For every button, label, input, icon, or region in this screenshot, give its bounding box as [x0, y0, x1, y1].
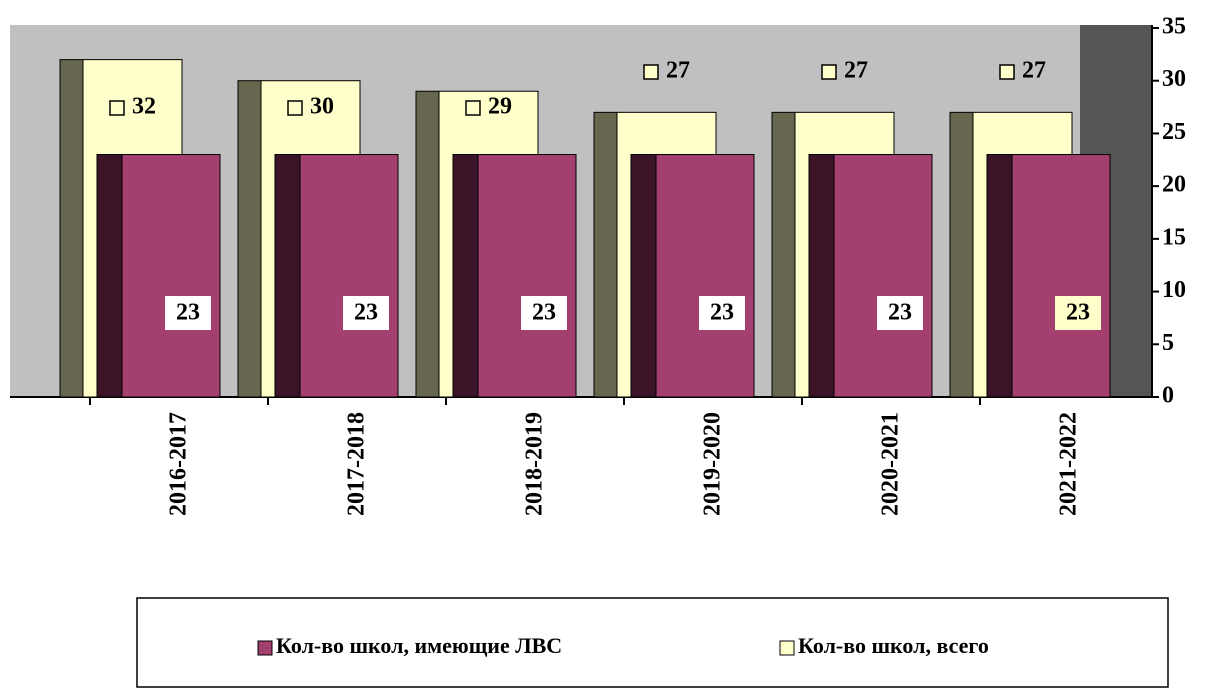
bar-side — [593, 111, 618, 398]
x-tick-label: 2016-2017 — [166, 412, 192, 516]
label-box — [521, 296, 567, 330]
label-key — [821, 64, 837, 80]
y-tick-label: 25 — [1162, 119, 1186, 145]
bar-side — [274, 154, 301, 398]
data-label: 23 — [1066, 300, 1090, 326]
x-tick-label: 2019-2020 — [700, 412, 726, 516]
data-label: 29 — [488, 94, 512, 120]
y-tick-label: 5 — [1162, 330, 1174, 356]
legend-label: Кол-во школ, имеющие ЛВС — [276, 633, 562, 658]
bar-side — [415, 90, 440, 398]
bar-side — [949, 111, 974, 398]
bar-side — [630, 154, 657, 398]
bar-side — [237, 80, 262, 398]
legend-key — [779, 640, 795, 656]
label-box — [877, 296, 923, 330]
label-key — [287, 100, 303, 116]
data-label: 27 — [666, 58, 690, 84]
data-label: 23 — [888, 300, 912, 326]
x-tick-label: 2021-2022 — [1056, 412, 1082, 516]
label-key — [999, 64, 1015, 80]
y-tick-label: 20 — [1162, 172, 1186, 198]
data-label: 27 — [844, 58, 868, 84]
label-key — [643, 64, 659, 80]
x-tick-label: 2020-2021 — [878, 412, 904, 516]
bar — [1011, 154, 1111, 398]
legend — [136, 597, 1169, 688]
label-box — [699, 296, 745, 330]
legend-key — [257, 640, 273, 656]
bar-side — [96, 154, 123, 398]
data-label: 23 — [176, 300, 200, 326]
y-tick-label: 35 — [1162, 14, 1186, 40]
label-box — [343, 296, 389, 330]
x-tick-label: 2018-2019 — [522, 412, 548, 516]
label-key — [465, 100, 481, 116]
bar-side — [452, 154, 479, 398]
y-tick-label: 15 — [1162, 224, 1186, 250]
bar — [477, 154, 577, 398]
bar-side — [986, 154, 1013, 398]
data-label: 23 — [354, 300, 378, 326]
label-box — [1055, 296, 1101, 330]
data-label: 23 — [532, 300, 556, 326]
data-label: 23 — [710, 300, 734, 326]
bar-side — [59, 59, 84, 398]
bar — [833, 154, 933, 398]
label-key — [109, 100, 125, 116]
bar — [121, 154, 221, 398]
label-box — [165, 296, 211, 330]
y-tick-label: 0 — [1162, 383, 1174, 409]
bar — [299, 154, 399, 398]
y-tick-label: 10 — [1162, 277, 1186, 303]
data-label: 27 — [1022, 58, 1046, 84]
x-tick-label: 2017-2018 — [344, 412, 370, 516]
bar-side — [808, 154, 835, 398]
data-label: 32 — [132, 94, 156, 120]
bar — [655, 154, 755, 398]
y-tick-label: 30 — [1162, 66, 1186, 92]
bar-side — [771, 111, 796, 398]
data-label: 30 — [310, 94, 334, 120]
legend-label: Кол-во школ, всего — [798, 633, 989, 658]
